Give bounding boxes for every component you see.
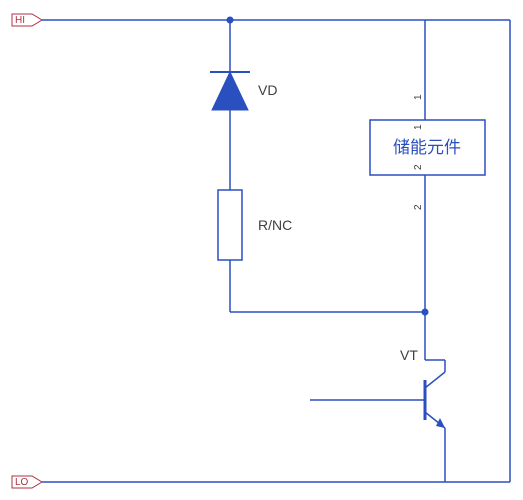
lo-port-label: LO xyxy=(15,477,29,488)
hi-port: HI xyxy=(12,14,42,26)
transistor-vt xyxy=(310,372,445,428)
transistor-label: VT xyxy=(400,347,418,363)
pin-2b: 2 xyxy=(413,204,424,210)
pin-1b: 1 xyxy=(413,124,424,130)
diode-label: VD xyxy=(258,82,277,98)
hi-port-label: HI xyxy=(15,15,25,26)
diode-vd xyxy=(210,72,250,110)
lo-port: LO xyxy=(12,476,42,488)
resistor-label: R/NC xyxy=(258,217,292,233)
node-top-mid xyxy=(227,17,234,24)
resistor-rnc xyxy=(218,190,242,260)
circuit-schematic: HI LO VD R/NC 储能元件 1 1 2 2 xyxy=(0,0,523,500)
node-right-mid xyxy=(422,309,429,316)
storage-label: 储能元件 xyxy=(393,138,461,157)
pin-1a: 1 xyxy=(413,94,424,100)
storage-component: 储能元件 xyxy=(370,120,485,175)
pin-2a: 2 xyxy=(413,164,424,170)
